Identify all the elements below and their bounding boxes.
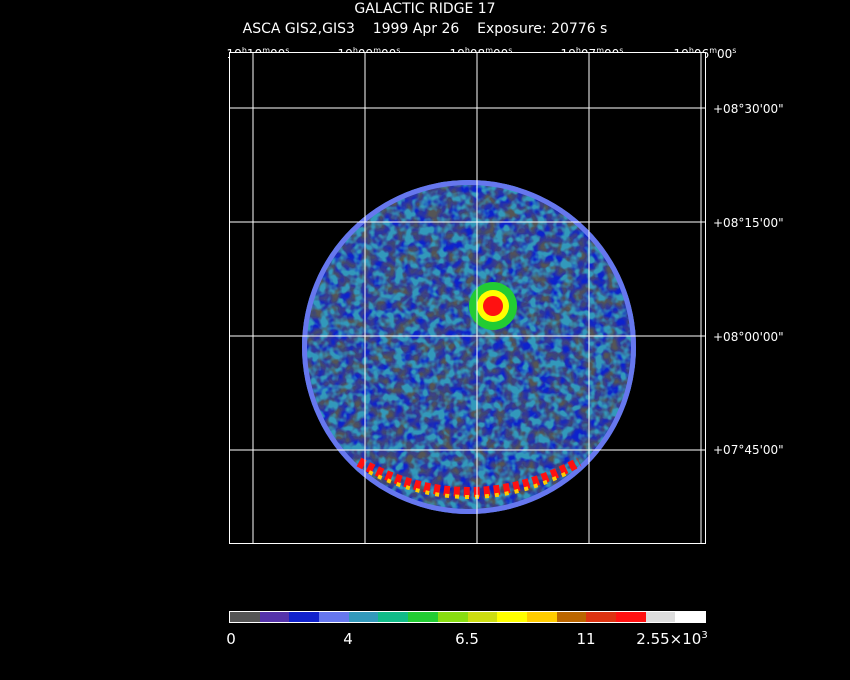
colorbar-tick-label: 11	[576, 630, 596, 648]
colorbar-segment	[437, 612, 468, 622]
image-subtitle: ASCA GIS2,GIS3 1999 Apr 26 Exposure: 207…	[0, 21, 850, 37]
colorbar-tick-label: 0	[226, 630, 236, 648]
colorbar-segment	[408, 612, 438, 622]
colorbar-segment	[526, 612, 557, 622]
colorbar-segment	[556, 612, 587, 622]
colorbar-segment	[230, 612, 260, 622]
colorbar-segment	[615, 612, 646, 622]
colorbar-segment	[348, 612, 379, 622]
colorbar-segment	[645, 612, 676, 622]
colorbar-segment	[497, 612, 527, 622]
dec-tick-label: +08°30'00"	[713, 102, 784, 116]
colorbar-segment	[319, 612, 349, 622]
dec-tick-label: +08°15'00"	[713, 216, 784, 230]
sky-image-plot	[229, 52, 706, 544]
colorbar-tick-label: 6.5	[455, 630, 479, 648]
dec-tick-label: +08°00'00"	[713, 330, 784, 344]
colorbar-tick-label: 4	[343, 630, 353, 648]
image-title: GALACTIC RIDGE 17	[354, 1, 496, 17]
colorbar-segment	[289, 612, 320, 622]
field-of-view	[302, 180, 636, 514]
colorbar-segment	[378, 612, 409, 622]
colorbar-segment	[467, 612, 498, 622]
colorbar-segment	[586, 612, 616, 622]
colorbar-segment	[675, 612, 705, 622]
dec-tick-label: +07°45'00"	[713, 443, 784, 457]
coordinate-grid	[229, 52, 706, 544]
instrument-label: ASCA GIS2,GIS3	[242, 21, 355, 37]
colorbar	[229, 611, 706, 623]
bright-source	[469, 282, 517, 330]
colorbar-tick-label: 2.55×103	[636, 630, 708, 648]
colorbar-segment	[259, 612, 290, 622]
observation-date: 1999 Apr 26	[372, 21, 460, 37]
exposure-label: Exposure: 20776 s	[477, 21, 608, 37]
